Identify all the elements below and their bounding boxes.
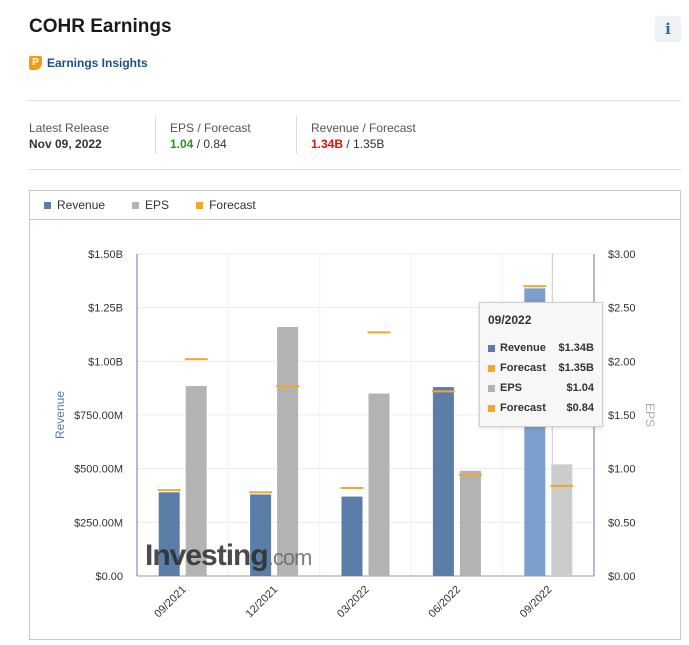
legend-swatch-eps: [132, 201, 140, 209]
x-tick-label: 12/2021: [244, 584, 281, 621]
left-tick-label: $1.25B: [88, 303, 123, 315]
legend-item-eps[interactable]: EPS: [132, 198, 169, 212]
revenue-forecast-marker: [249, 491, 273, 494]
eps-bar: [551, 464, 573, 576]
revenue-label: Revenue / Forecast: [311, 121, 416, 135]
left-axis-title: Revenue: [53, 391, 67, 439]
tooltip-row-name: Forecast: [500, 402, 546, 414]
tooltip-title: 09/2022: [488, 313, 532, 327]
eps-separator: /: [193, 137, 204, 151]
eps-bar: [185, 386, 207, 576]
revenue-forecast-marker: [157, 489, 181, 492]
earnings-chart: Revenue EPS Forecast: [29, 190, 681, 640]
eps-forecast-marker: [550, 484, 574, 487]
revenue-separator: /: [343, 137, 354, 151]
insights-icon: P: [29, 56, 42, 70]
eps-actual: 1.04: [170, 137, 194, 151]
latest-release-value: Nov 09, 2022: [29, 137, 102, 151]
tooltip-swatch: [488, 404, 495, 412]
left-tick-label: $750.00M: [74, 410, 123, 422]
eps-bar: [459, 470, 481, 576]
watermark-brand: Investing: [145, 539, 268, 572]
latest-release-stat: Latest Release Nov 09, 2022: [29, 121, 109, 151]
page-title: COHR Earnings: [29, 16, 172, 37]
revenue-forecast-marker: [431, 390, 455, 393]
revenue-forecast-marker: [523, 285, 547, 288]
tooltip-row-name: Forecast: [500, 362, 546, 374]
left-tick-label: $500.00M: [74, 464, 123, 476]
legend-label: Revenue: [57, 198, 106, 212]
left-tick-label: $1.00B: [88, 356, 123, 368]
revenue-stat: Revenue / Forecast 1.34B / 1.35B: [311, 121, 416, 151]
x-tick-label: 06/2022: [426, 584, 463, 621]
latest-release-label: Latest Release: [29, 121, 110, 135]
x-tick-label: 03/2022: [335, 584, 372, 621]
eps-forecast-marker: [458, 474, 482, 477]
eps-forecast: 0.84: [203, 137, 227, 151]
revenue-bar: [432, 387, 454, 576]
right-tick-label: $1.00: [608, 464, 636, 476]
divider: [296, 116, 297, 154]
tooltip-row-name: Revenue: [500, 342, 546, 354]
tooltip-swatch: [488, 344, 495, 352]
tooltip-row: Forecast $1.35B: [488, 358, 594, 378]
chart-tooltip: 09/2022 Revenue $1.34B Forecast $1.35B E…: [479, 302, 603, 427]
legend-item-forecast[interactable]: Forecast: [196, 198, 256, 212]
tooltip-swatch: [488, 364, 495, 372]
legend-swatch-forecast: [196, 201, 204, 209]
divider: [155, 116, 156, 154]
revenue-forecast: 1.35B: [353, 137, 385, 151]
eps-bar: [368, 393, 390, 576]
eps-bar: [277, 326, 299, 576]
left-tick-label: $250.00M: [74, 517, 123, 529]
eps-label: EPS / Forecast: [170, 121, 251, 135]
revenue-bar: [341, 496, 363, 576]
right-tick-label: $2.50: [608, 303, 636, 315]
legend-label: EPS: [145, 198, 170, 212]
left-tick-label: $1.50B: [88, 249, 123, 261]
tooltip-row-value: $0.84: [566, 402, 594, 414]
eps-forecast-marker: [184, 358, 208, 361]
right-tick-label: $2.00: [608, 356, 636, 368]
divider: [29, 100, 681, 101]
revenue-bar: [250, 494, 272, 576]
x-tick-label: 09/2021: [152, 584, 189, 621]
tooltip-row-value: $1.35B: [558, 362, 594, 374]
right-tick-label: $3.00: [608, 249, 636, 261]
tooltip-row-name: EPS: [500, 382, 523, 394]
right-tick-label: $0.50: [608, 517, 636, 529]
x-tick-label: 09/2022: [518, 584, 555, 621]
eps-forecast-marker: [276, 385, 300, 388]
tooltip-row-value: $1.04: [566, 382, 594, 394]
right-axis-title: EPS: [643, 403, 657, 427]
left-tick-label: $0.00: [95, 571, 123, 583]
tooltip-row: EPS $1.04: [488, 378, 594, 398]
revenue-bar: [158, 492, 180, 576]
right-tick-label: $0.00: [608, 571, 636, 583]
revenue-actual: 1.34B: [311, 137, 344, 151]
eps-forecast-marker: [367, 331, 391, 334]
divider: [29, 169, 681, 170]
info-icon[interactable]: i: [655, 16, 681, 42]
right-tick-label: $1.50: [608, 410, 636, 422]
legend-item-revenue[interactable]: Revenue: [44, 198, 105, 212]
investing-watermark: Investing.com: [145, 539, 311, 572]
eps-stat: EPS / Forecast 1.04 / 0.84: [170, 121, 251, 151]
revenue-forecast-marker: [340, 486, 364, 489]
chart-legend: Revenue EPS Forecast: [30, 191, 680, 220]
watermark-suffix: .com: [268, 545, 312, 570]
legend-swatch-revenue: [44, 201, 51, 209]
legend-label: Forecast: [209, 198, 256, 212]
earnings-insights-link[interactable]: P Earnings Insights: [29, 56, 148, 70]
tooltip-row-value: $1.34B: [558, 342, 594, 354]
tooltip-swatch: [488, 384, 495, 392]
insights-label: Earnings Insights: [47, 56, 148, 70]
tooltip-row: Revenue $1.34B: [488, 338, 594, 358]
tooltip-row: Forecast $0.84: [488, 398, 594, 418]
